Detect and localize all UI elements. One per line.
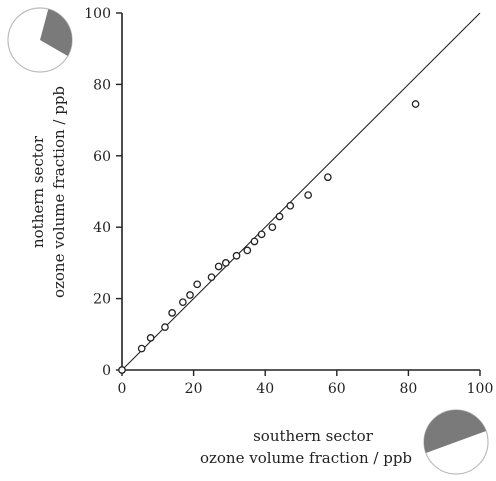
y-tick-label: 40 (93, 220, 111, 236)
data-point (232, 251, 241, 260)
data-point (214, 262, 223, 271)
data-point (304, 191, 313, 199)
y-tick-label: 100 (84, 6, 111, 22)
southern-sector-wedge (424, 410, 487, 453)
x-tick-label: 80 (399, 381, 417, 397)
northern-sector-wedge (40, 9, 73, 56)
data-point (207, 273, 216, 282)
x-axis-label-line-1: southern sector (253, 427, 374, 445)
data-point (257, 230, 266, 239)
data-point (179, 298, 187, 307)
y-axis-ticks: 0 20 40 60 80 100 (84, 6, 122, 379)
data-point (243, 246, 252, 255)
northern-sector-icon (7, 7, 73, 73)
data-point (323, 173, 332, 182)
y-axis-label-line-1: nothern sector (29, 135, 47, 248)
y-tick-label: 60 (93, 149, 111, 165)
identity-reference-line (121, 12, 481, 371)
data-point (161, 323, 169, 332)
y-axis-label: nothern sector (29, 135, 47, 248)
data-point (137, 344, 146, 353)
data-point (411, 100, 420, 108)
data-points (118, 100, 420, 374)
x-axis-label-line-2: ozone volume fraction / ppb (200, 449, 412, 467)
data-point (118, 366, 126, 374)
data-point (168, 309, 176, 317)
southern-sector-icon (423, 409, 489, 475)
data-point (146, 334, 155, 342)
data-point (186, 291, 194, 299)
x-tick-label: 60 (328, 381, 346, 397)
data-point (268, 223, 277, 232)
y-axis-label-second: ozone volume fraction / ppb (50, 86, 68, 298)
data-point (275, 212, 284, 221)
data-point (221, 259, 230, 267)
y-tick-label: 0 (102, 363, 111, 379)
y-tick-label: 20 (93, 292, 111, 308)
x-tick-label: 20 (185, 381, 203, 397)
x-tick-label: 0 (118, 381, 127, 397)
x-tick-label: 100 (467, 381, 494, 397)
y-axis-label-line-2: ozone volume fraction / ppb (50, 86, 68, 298)
data-point (250, 237, 259, 246)
x-tick-label: 40 (256, 381, 274, 397)
data-point (286, 201, 295, 210)
y-tick-label: 80 (93, 77, 111, 93)
x-axis-ticks: 0 20 40 60 80 100 (118, 370, 494, 397)
data-point (193, 280, 202, 289)
